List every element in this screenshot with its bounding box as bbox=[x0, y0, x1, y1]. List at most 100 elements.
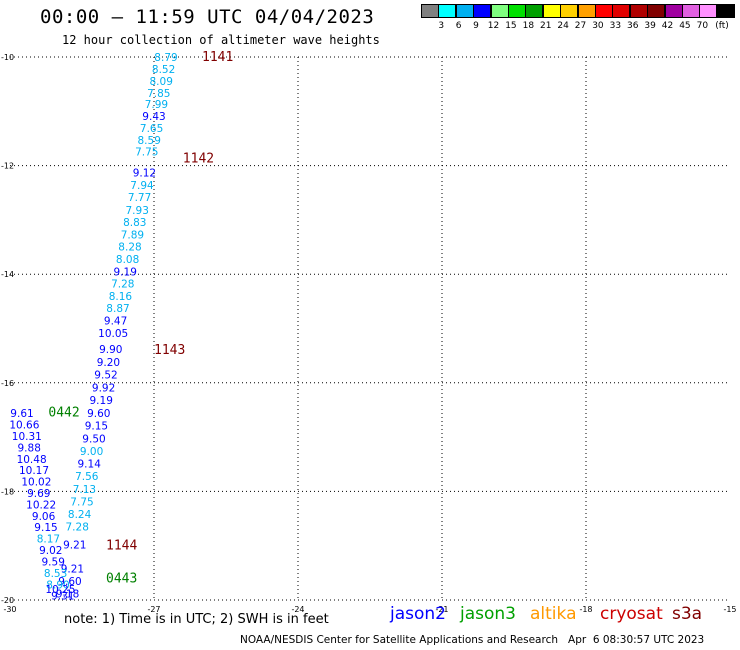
legend-bin-label: 12 bbox=[487, 21, 500, 31]
legend-bin-label: 24 bbox=[557, 21, 569, 31]
x-tick-label: -24 bbox=[291, 605, 304, 614]
pass-label: 1141 bbox=[202, 50, 233, 65]
data-point: 9.06 bbox=[32, 511, 56, 523]
data-point: 10.66 bbox=[9, 420, 39, 432]
data-point: 9.19 bbox=[90, 395, 113, 407]
data-point: 9.90 bbox=[99, 344, 122, 356]
x-tick-label: -18 bbox=[579, 605, 592, 614]
data-point: 9.21 bbox=[63, 540, 86, 552]
data-point: 10.05 bbox=[98, 328, 128, 340]
data-point: 10.22 bbox=[26, 499, 56, 511]
data-point: 7.56 bbox=[75, 471, 99, 483]
x-tick-label: -27 bbox=[147, 605, 160, 614]
data-point: 10.02 bbox=[21, 477, 51, 489]
legend-bin-label: 18 bbox=[522, 21, 535, 31]
data-point: 8.83 bbox=[123, 217, 146, 229]
legend-bin-label: 6 bbox=[455, 21, 462, 31]
legend-bin-label: 39 bbox=[644, 21, 656, 31]
data-point: 9.69 bbox=[27, 488, 50, 500]
data-point: 7.94 bbox=[130, 180, 154, 192]
credit-line: NOAA/NESDIS Center for Satellite Applica… bbox=[240, 634, 705, 646]
footnote: note: 1) Time is in UTC; 2) SWH is in fe… bbox=[64, 612, 329, 627]
x-tick-label: -21 bbox=[435, 605, 448, 614]
data-point: 7.99 bbox=[145, 99, 168, 111]
x-tick-label: -30 bbox=[3, 605, 16, 614]
data-point: 9.60 bbox=[58, 576, 81, 588]
data-point: 7.93 bbox=[126, 205, 149, 217]
data-point: 10.25 bbox=[45, 584, 75, 596]
data-point: 9.50 bbox=[82, 434, 105, 446]
chart-grid bbox=[10, 56, 730, 601]
data-point: 8.08 bbox=[116, 254, 139, 266]
data-point: 9.61 bbox=[10, 408, 33, 420]
data-point: 9.12 bbox=[133, 168, 156, 180]
data-point: 8.09 bbox=[150, 76, 173, 88]
data-point: 9.43 bbox=[142, 111, 165, 123]
data-point: 8.16 bbox=[109, 291, 133, 303]
data-point: 9.52 bbox=[94, 370, 117, 382]
x-tick-label: -15 bbox=[723, 605, 736, 614]
y-tick-label: -20 bbox=[1, 596, 14, 605]
data-point: 8.53 bbox=[44, 568, 67, 580]
data-point: 9.18 bbox=[56, 588, 79, 600]
data-point: 7.77 bbox=[128, 192, 151, 204]
data-point: 8.79 bbox=[154, 52, 177, 64]
chart-points: 8.798.528.097.857.999.437.658.597.759.12… bbox=[9, 52, 177, 603]
data-point: 8.59 bbox=[138, 135, 161, 147]
mission-label-cryosat: cryosat bbox=[600, 604, 663, 624]
data-point: 8.28 bbox=[118, 242, 141, 254]
data-point: 10.31 bbox=[12, 431, 42, 443]
chart-pass-labels: 1141 1142 1143 0442 1144 0443 bbox=[48, 50, 233, 586]
legend-bin-label: 3 bbox=[438, 21, 445, 31]
data-point: 8.17 bbox=[37, 534, 60, 546]
data-point: 9.47 bbox=[104, 315, 127, 327]
data-point: 7.89 bbox=[121, 230, 144, 242]
data-point: 8.90 bbox=[46, 579, 69, 591]
data-point: 7.13 bbox=[73, 484, 96, 496]
data-point: 10.17 bbox=[19, 465, 49, 477]
pass-label: 0443 bbox=[106, 571, 137, 586]
data-point: 7.65 bbox=[140, 123, 163, 135]
data-point: 9.14 bbox=[78, 459, 102, 471]
y-tick-label: -18 bbox=[1, 487, 14, 496]
legend-bin-label: 30 bbox=[592, 21, 604, 31]
page-subtitle: 12 hour collection of altimeter wave hei… bbox=[62, 33, 380, 47]
legend-unit-label: (ft) bbox=[715, 21, 729, 31]
data-point: 7.28 bbox=[66, 522, 89, 534]
y-tick-label: -14 bbox=[1, 270, 14, 279]
y-tick-label: -16 bbox=[1, 379, 14, 388]
data-point: 7.75 bbox=[135, 146, 158, 158]
mission-label-altika: altika bbox=[530, 604, 577, 624]
data-point: 8.52 bbox=[152, 64, 175, 76]
data-point: 7.75 bbox=[70, 497, 93, 509]
legend-bin-label: 9 bbox=[473, 21, 479, 31]
data-point: 9.20 bbox=[97, 357, 120, 369]
data-point: 9.92 bbox=[92, 383, 115, 395]
data-point: 9.21 bbox=[61, 564, 84, 576]
data-point: 10.48 bbox=[17, 454, 47, 466]
legend-swatch bbox=[716, 4, 735, 18]
data-point: 9.15 bbox=[85, 421, 108, 433]
legend-bin-label: 42 bbox=[661, 21, 674, 31]
pass-label: 1144 bbox=[106, 539, 137, 554]
data-point: 9.00 bbox=[80, 446, 103, 458]
data-point: 8.87 bbox=[106, 303, 129, 315]
y-tick-label: -10 bbox=[1, 53, 14, 62]
data-point: 9.88 bbox=[18, 442, 41, 454]
legend-bin-label: 15 bbox=[505, 21, 517, 31]
legend-bin-label: 21 bbox=[540, 21, 552, 31]
data-point: 9.60 bbox=[87, 408, 110, 420]
pass-label: 1143 bbox=[154, 343, 185, 358]
mission-label-jason3: jason3 bbox=[460, 604, 516, 624]
legend-bin-label: 45 bbox=[679, 21, 691, 31]
data-point: 7.85 bbox=[147, 88, 170, 100]
data-point: 7.28 bbox=[111, 278, 134, 290]
data-point: 9.31 bbox=[51, 591, 74, 603]
data-point: 9.15 bbox=[34, 522, 57, 534]
data-point: 9.19 bbox=[114, 266, 137, 278]
legend-bin-label: 70 bbox=[696, 21, 709, 31]
pass-label: 0442 bbox=[48, 406, 79, 421]
mission-label-jason2: jason2 bbox=[390, 604, 446, 624]
data-point: 8.24 bbox=[68, 509, 92, 521]
